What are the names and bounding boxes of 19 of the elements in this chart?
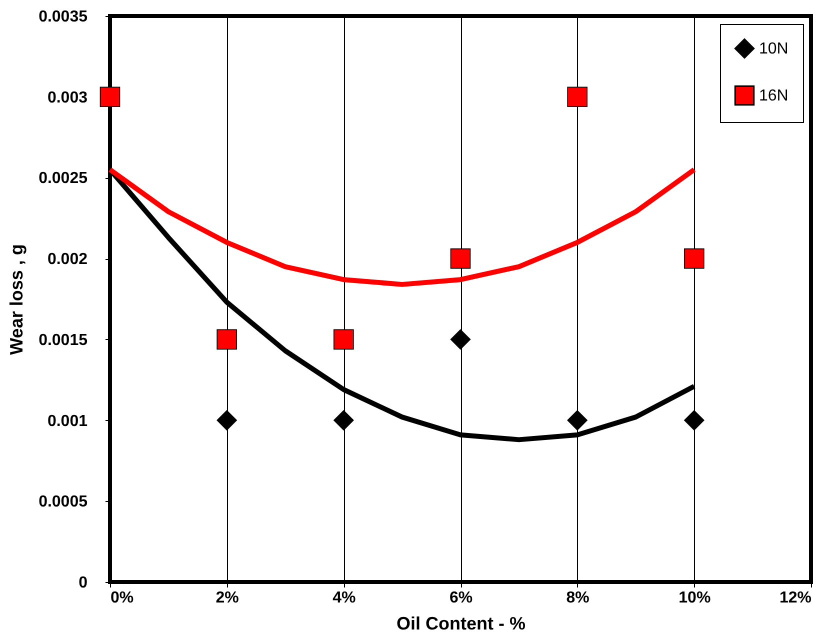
y-tick-label: 0.0005 [38,494,88,511]
x-tick-label: 10% [678,590,711,606]
y-tick-label: 0.0025 [38,170,88,188]
y-axis-title: Wear loss , g [6,244,27,355]
x-tick-label: 8% [566,590,590,606]
y-tick-label: 0.0035 [38,8,88,26]
y-tick-label: 0.003 [47,89,88,106]
x-tick-label: 12% [779,590,812,606]
y-tick-label: 0.0015 [38,332,88,349]
legend-label: 10N [759,40,788,58]
legend-label: 16N [759,88,788,104]
y-tick-label: 0.002 [47,251,88,268]
y-tick-label: 0 [78,574,88,592]
x-tick-label: 2% [216,590,239,606]
x-tick-label: 6% [449,590,473,606]
x-axis-title: Oil Content - % [396,614,526,634]
x-tick-label: 0% [110,590,134,606]
y-tick-label: 0.001 [47,412,88,430]
x-tick-label: 4% [332,590,356,606]
